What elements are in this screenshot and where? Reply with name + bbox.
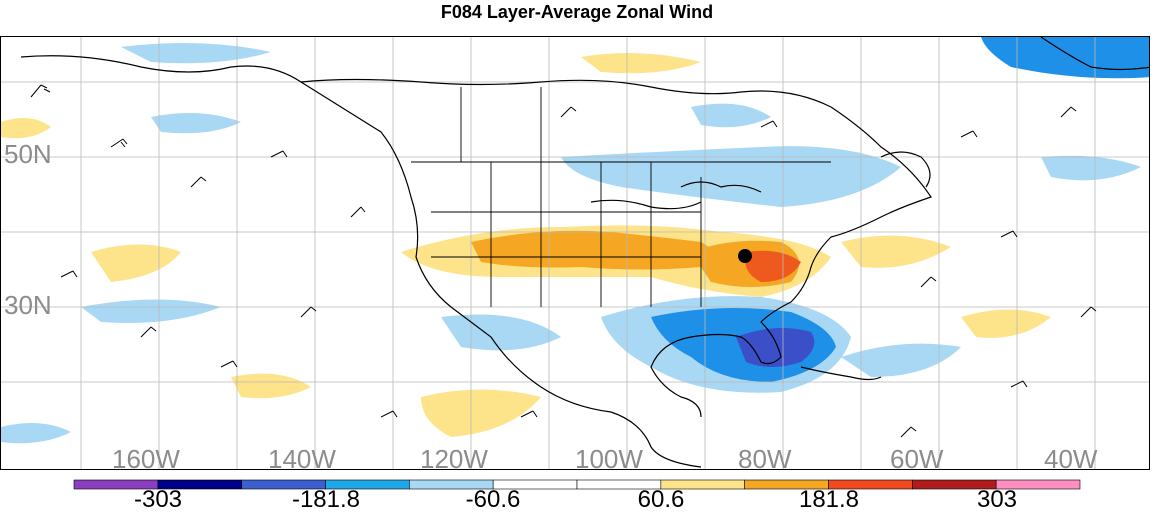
shade-weak-negative bbox=[151, 113, 241, 134]
colorbar-label: -303 bbox=[133, 486, 183, 513]
lon-label-140w: 140W bbox=[268, 444, 336, 474]
map-panel bbox=[0, 36, 1150, 470]
colorbar-label: 60.6 bbox=[637, 486, 685, 513]
shade-weak-positive bbox=[421, 389, 541, 437]
colorbar-label: 303 bbox=[976, 486, 1018, 513]
colorbar-label: -181.8 bbox=[291, 486, 361, 513]
colorbar-label: -60.6 bbox=[465, 486, 521, 513]
shade-weak-positive bbox=[581, 53, 701, 74]
lon-label-120w: 120W bbox=[420, 444, 488, 474]
lon-label-160w: 160W bbox=[112, 444, 180, 474]
colorbar-label: 181.8 bbox=[798, 486, 860, 513]
shade-negative bbox=[981, 37, 1149, 79]
colorbar-swatch bbox=[995, 479, 1081, 490]
lon-label-100w: 100W bbox=[575, 444, 643, 474]
lon-label-40w: 40W bbox=[1044, 444, 1098, 474]
lat-label-50n: 50N bbox=[4, 139, 52, 169]
shade-weak-negative bbox=[121, 43, 271, 64]
colorbar bbox=[73, 479, 1081, 490]
location-marker bbox=[738, 249, 752, 263]
shade-weak-positive bbox=[231, 373, 311, 399]
wind-barbs bbox=[30, 84, 1097, 438]
shade-weak-positive bbox=[961, 309, 1051, 338]
lon-label-60w: 60W bbox=[890, 444, 944, 474]
shade-weak-negative bbox=[561, 146, 901, 207]
shade-weak-negative bbox=[691, 103, 771, 128]
shade-weak-negative bbox=[1, 423, 71, 444]
shade-weak-positive bbox=[91, 244, 181, 282]
shade-strong-positive bbox=[745, 250, 801, 282]
shade-weak-positive bbox=[1, 118, 51, 139]
lon-label-80w: 80W bbox=[738, 444, 792, 474]
colorbar-swatches bbox=[73, 479, 1081, 490]
shade-strong-negative bbox=[736, 328, 815, 367]
map-canvas bbox=[1, 37, 1149, 469]
shade-weak-negative bbox=[841, 343, 961, 377]
shade-weak-negative bbox=[81, 299, 221, 323]
map-title: F084 Layer-Average Zonal Wind bbox=[440, 2, 714, 22]
lat-label-30n: 30N bbox=[4, 290, 52, 320]
shade-weak-negative bbox=[441, 314, 561, 351]
shade-weak-negative bbox=[1041, 155, 1141, 181]
graticule bbox=[1, 37, 1149, 469]
political-borders bbox=[411, 87, 831, 307]
shade-weak-positive bbox=[841, 235, 951, 268]
